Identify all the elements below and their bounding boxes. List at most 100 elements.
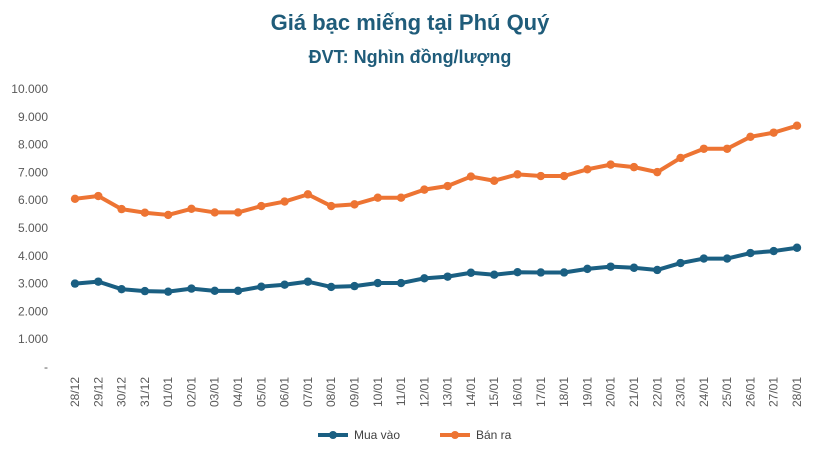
x-tick-label: 24/01 (697, 377, 711, 407)
x-tick-label: 17/01 (534, 377, 548, 407)
data-point (792, 243, 802, 252)
data-point (583, 264, 592, 274)
x-tick-label: 23/01 (674, 377, 688, 407)
data-point (70, 194, 80, 204)
legend-label: Mua vào (354, 428, 400, 442)
data-point (303, 190, 313, 199)
x-tick-label: 21/01 (627, 377, 641, 407)
x-tick-label: 28/01 (790, 377, 804, 407)
data-point (373, 278, 382, 288)
data-point (536, 171, 546, 181)
chart-subtitle: ĐVT: Nghìn đồng/lượng (309, 47, 512, 67)
x-tick-label: 25/01 (720, 377, 734, 407)
data-point (653, 167, 662, 177)
data-point (513, 268, 522, 277)
data-point (466, 172, 476, 181)
data-point (583, 165, 592, 174)
x-tick-label: 22/01 (650, 377, 664, 407)
data-point (210, 208, 219, 217)
data-point (280, 280, 289, 289)
series-ban-ra (70, 121, 802, 220)
series-line (74, 123, 798, 217)
series-line (74, 245, 798, 294)
y-tick-label: 1.000 (18, 332, 48, 346)
data-point (163, 287, 173, 296)
legend-item: Bán ra (440, 428, 512, 442)
data-point (117, 284, 126, 294)
data-point (350, 281, 359, 291)
x-tick-label: 04/01 (231, 377, 245, 407)
data-point (676, 258, 685, 268)
x-tick-label: 30/12 (115, 377, 129, 407)
series-mua-vao (70, 243, 802, 296)
y-tick-label: 10.000 (11, 82, 48, 96)
y-tick-label: 3.000 (18, 277, 48, 291)
data-point (140, 208, 150, 217)
data-point (490, 176, 499, 185)
data-point (466, 268, 476, 277)
x-tick-label: 15/01 (487, 377, 501, 407)
x-tick-label: 08/01 (324, 377, 338, 407)
y-tick-label: 2.000 (18, 304, 48, 318)
chart-title: Giá bạc miếng tại Phú Quý (271, 10, 550, 35)
data-point (94, 277, 103, 286)
y-tick-label: 5.000 (18, 221, 48, 235)
data-point (187, 284, 196, 293)
legend-label: Bán ra (476, 428, 512, 442)
x-tick-label: 19/01 (580, 377, 594, 407)
x-tick-label: 13/01 (441, 377, 455, 407)
x-tick-label: 01/01 (161, 377, 175, 407)
data-point (443, 272, 452, 281)
data-point (629, 263, 639, 272)
data-point (699, 144, 709, 153)
y-tick-label: 8.000 (18, 138, 48, 152)
data-point (769, 246, 778, 256)
data-point (722, 144, 732, 153)
x-tick-label: 02/01 (184, 377, 198, 407)
data-point (140, 286, 150, 296)
data-point (443, 181, 452, 191)
data-point (117, 204, 126, 214)
data-point (233, 208, 243, 217)
x-tick-label: 18/01 (557, 377, 571, 407)
data-point (722, 254, 732, 263)
data-point (396, 278, 406, 288)
data-point (513, 170, 522, 179)
legend-marker (329, 431, 337, 439)
data-point (233, 286, 243, 296)
x-tick-label: 16/01 (511, 377, 525, 407)
data-point (280, 197, 289, 206)
data-point (559, 268, 569, 277)
x-tick-label: 07/01 (301, 377, 315, 407)
x-tick-label: 03/01 (208, 377, 222, 407)
x-tick-label: 20/01 (604, 377, 618, 407)
x-tick-label: 05/01 (254, 377, 268, 407)
data-point (420, 274, 429, 283)
data-point (210, 286, 219, 296)
x-tick-label: 27/01 (767, 377, 781, 407)
data-point (70, 279, 80, 288)
data-point (746, 132, 755, 142)
y-tick-label: - (44, 360, 48, 374)
data-point (676, 153, 685, 163)
x-tick-label: 14/01 (464, 377, 478, 407)
legend-marker (451, 431, 459, 439)
data-point (653, 265, 662, 275)
data-point (792, 121, 802, 130)
data-point (373, 193, 382, 202)
x-tick-label: 09/01 (347, 377, 361, 407)
data-point (257, 201, 266, 211)
data-point (420, 185, 429, 194)
data-point (94, 191, 103, 201)
data-point (326, 201, 336, 211)
data-point (257, 282, 266, 291)
data-point (326, 282, 336, 292)
x-tick-label: 29/12 (91, 377, 105, 407)
data-point (559, 171, 569, 181)
data-point (606, 160, 615, 169)
data-point (396, 193, 406, 202)
x-tick-label: 12/01 (417, 377, 431, 407)
x-tick-label: 11/01 (394, 377, 408, 406)
data-point (699, 254, 709, 263)
